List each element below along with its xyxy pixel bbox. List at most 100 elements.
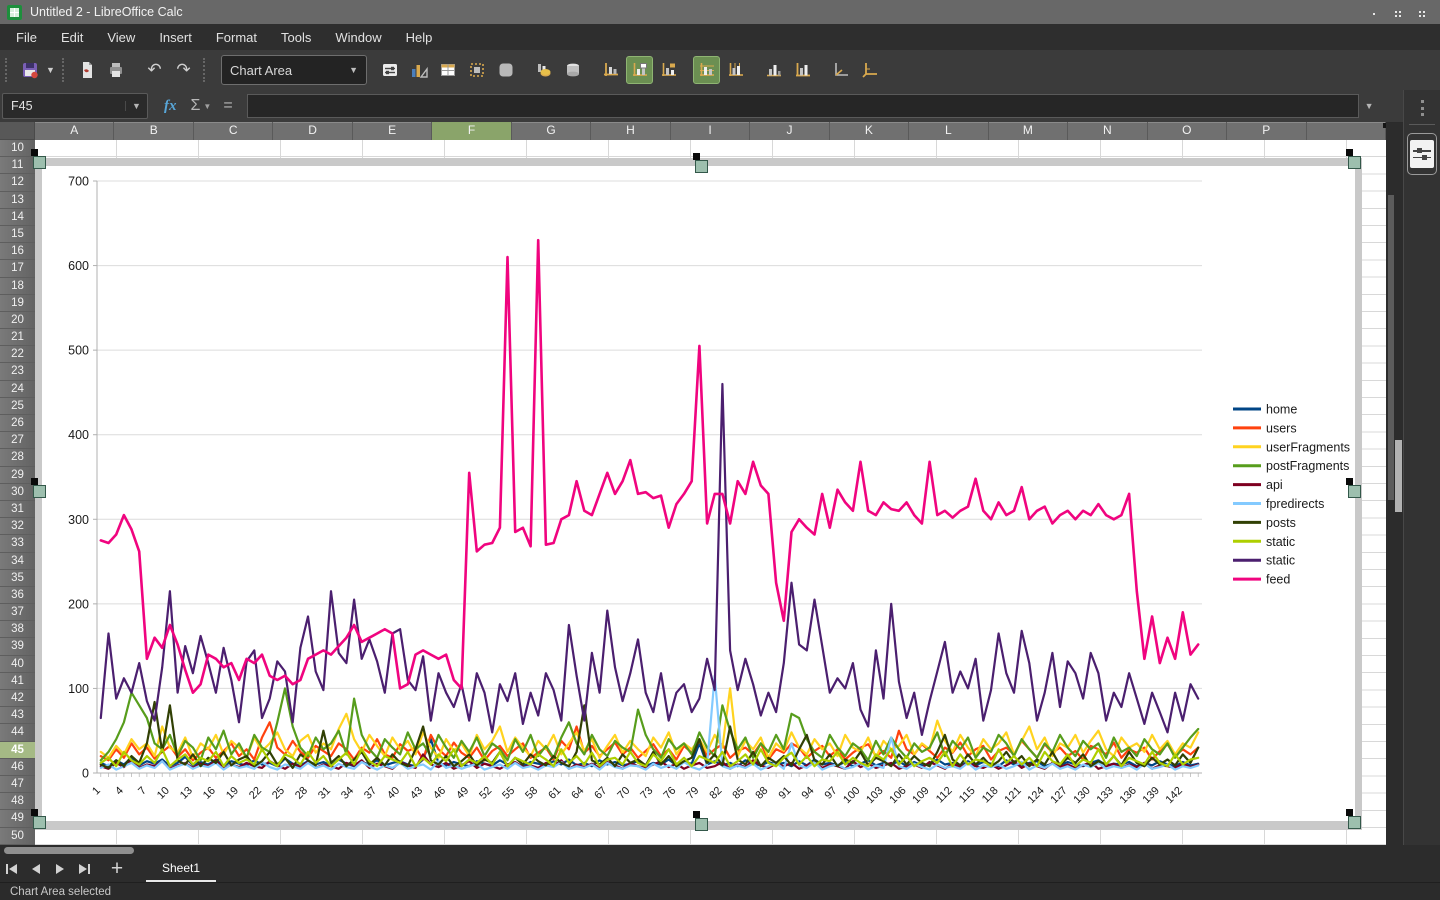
- selection-handle[interactable]: [1346, 149, 1361, 169]
- column-header-G[interactable]: G: [512, 122, 592, 140]
- sheet-tab[interactable]: Sheet1: [146, 856, 217, 882]
- row-header-35[interactable]: 35: [0, 569, 35, 587]
- minimize-button[interactable]: [1371, 9, 1378, 16]
- save-button[interactable]: [16, 56, 43, 84]
- formula-icon[interactable]: =: [223, 97, 233, 114]
- name-box-dropdown-icon[interactable]: ▼: [125, 101, 147, 111]
- sidebar-properties-button[interactable]: [1407, 133, 1437, 175]
- undo-button[interactable]: ↶: [141, 56, 168, 84]
- expand-formula-bar-icon[interactable]: ▼: [1364, 101, 1374, 111]
- row-header-33[interactable]: 33: [0, 535, 35, 553]
- column-header-K[interactable]: K: [830, 122, 910, 140]
- data-in-rows-button[interactable]: [530, 56, 557, 84]
- selection-handle[interactable]: [31, 809, 46, 829]
- axes-angle-1-button[interactable]: [827, 56, 854, 84]
- chart-type-button[interactable]: [405, 56, 432, 84]
- row-header-13[interactable]: 13: [0, 191, 35, 209]
- selection-handle[interactable]: [1346, 809, 1361, 829]
- data-in-columns-button[interactable]: [559, 56, 586, 84]
- row-header-16[interactable]: 16: [0, 243, 35, 261]
- row-header-21[interactable]: 21: [0, 329, 35, 347]
- row-header-12[interactable]: 12: [0, 174, 35, 192]
- export-pdf-button[interactable]: [73, 56, 100, 84]
- vertical-scrollbar-thumb-overlay[interactable]: [1395, 440, 1402, 512]
- column-header-D[interactable]: D: [273, 122, 353, 140]
- row-header-45[interactable]: 45: [0, 741, 35, 759]
- chart-area-button[interactable]: [492, 56, 519, 84]
- column-header-O[interactable]: O: [1148, 122, 1228, 140]
- row-header-47[interactable]: 47: [0, 775, 35, 794]
- vertical-grids-button[interactable]: [722, 56, 749, 84]
- menu-item-window[interactable]: Window: [335, 29, 382, 45]
- row-header-11[interactable]: 11: [0, 157, 35, 175]
- row-header-37[interactable]: 37: [0, 604, 35, 622]
- axes-angle-2-button[interactable]: [856, 56, 883, 84]
- data-table-button[interactable]: [434, 56, 461, 84]
- x-axis-button[interactable]: [597, 56, 624, 84]
- row-header-50[interactable]: 50: [0, 827, 35, 845]
- row-header-20[interactable]: 20: [0, 311, 35, 330]
- cell-reference-input[interactable]: [3, 99, 125, 113]
- horizontal-scrollbar[interactable]: [0, 845, 1440, 856]
- vertical-scrollbar-thumb[interactable]: [1388, 195, 1394, 500]
- row-header-25[interactable]: 25: [0, 397, 35, 415]
- row-header-29[interactable]: 29: [0, 466, 35, 484]
- menu-item-tools[interactable]: Tools: [281, 29, 312, 45]
- row-header-41[interactable]: 41: [0, 672, 35, 690]
- close-button[interactable]: [1419, 9, 1426, 17]
- vertical-scrollbar[interactable]: [1386, 123, 1403, 845]
- row-header-31[interactable]: 31: [0, 500, 35, 519]
- column-header-partial[interactable]: [1307, 122, 1386, 140]
- row-header-22[interactable]: 22: [0, 346, 35, 364]
- previous-sheet-button[interactable]: [24, 859, 48, 879]
- column-header-E[interactable]: E: [353, 122, 433, 140]
- row-header-24[interactable]: 24: [0, 380, 35, 398]
- legend-button[interactable]: [626, 56, 653, 84]
- sum-icon[interactable]: Σ: [190, 97, 201, 114]
- row-header-27[interactable]: 27: [0, 432, 35, 450]
- menu-item-format[interactable]: Format: [215, 29, 257, 45]
- column-header-B[interactable]: B: [114, 122, 194, 140]
- row-header-32[interactable]: 32: [0, 518, 35, 536]
- function-wizard-icon[interactable]: fx: [164, 97, 177, 114]
- save-dropdown-button[interactable]: ▼: [46, 65, 55, 75]
- toolbar-drag-handle[interactable]: [5, 58, 10, 82]
- bar-chart-axis-button[interactable]: [789, 56, 816, 84]
- column-header-A[interactable]: A: [35, 122, 115, 140]
- row-header-19[interactable]: 19: [0, 294, 35, 312]
- column-header-J[interactable]: J: [750, 122, 830, 140]
- formula-input[interactable]: [246, 94, 1359, 118]
- last-sheet-button[interactable]: [72, 859, 96, 879]
- maximize-button[interactable]: [1395, 9, 1402, 17]
- menu-item-insert[interactable]: Insert: [159, 29, 192, 45]
- name-box[interactable]: ▼: [2, 93, 148, 119]
- horizontal-grids-button[interactable]: [693, 56, 720, 84]
- selection-handle[interactable]: [31, 478, 46, 498]
- row-header-49[interactable]: 49: [0, 810, 35, 828]
- column-header-C[interactable]: C: [194, 122, 274, 140]
- row-header-30[interactable]: 30: [0, 483, 35, 501]
- next-sheet-button[interactable]: [48, 859, 72, 879]
- selection-handle[interactable]: [693, 153, 708, 173]
- row-header-46[interactable]: 46: [0, 758, 35, 776]
- row-header-48[interactable]: 48: [0, 793, 35, 811]
- menu-item-help[interactable]: Help: [405, 29, 433, 45]
- first-sheet-button[interactable]: [0, 859, 24, 879]
- column-header-P[interactable]: P: [1227, 122, 1307, 140]
- column-header-H[interactable]: H: [591, 122, 671, 140]
- format-selection-button[interactable]: [376, 56, 403, 84]
- sidebar-handle-icon[interactable]: [1420, 100, 1424, 116]
- chart-element-selector[interactable]: Chart Area ▼: [221, 55, 367, 85]
- row-header-44[interactable]: 44: [0, 724, 35, 742]
- row-header-40[interactable]: 40: [0, 655, 35, 673]
- row-header-34[interactable]: 34: [0, 552, 35, 570]
- row-header-14[interactable]: 14: [0, 208, 35, 226]
- column-header-M[interactable]: M: [989, 122, 1069, 140]
- axes-titles-button[interactable]: [655, 56, 682, 84]
- column-header-N[interactable]: N: [1068, 122, 1148, 140]
- menu-item-file[interactable]: File: [16, 29, 37, 45]
- print-button[interactable]: [102, 56, 129, 84]
- add-sheet-button[interactable]: +: [110, 857, 124, 880]
- menu-item-view[interactable]: View: [107, 29, 136, 45]
- menu-item-edit[interactable]: Edit: [60, 29, 84, 45]
